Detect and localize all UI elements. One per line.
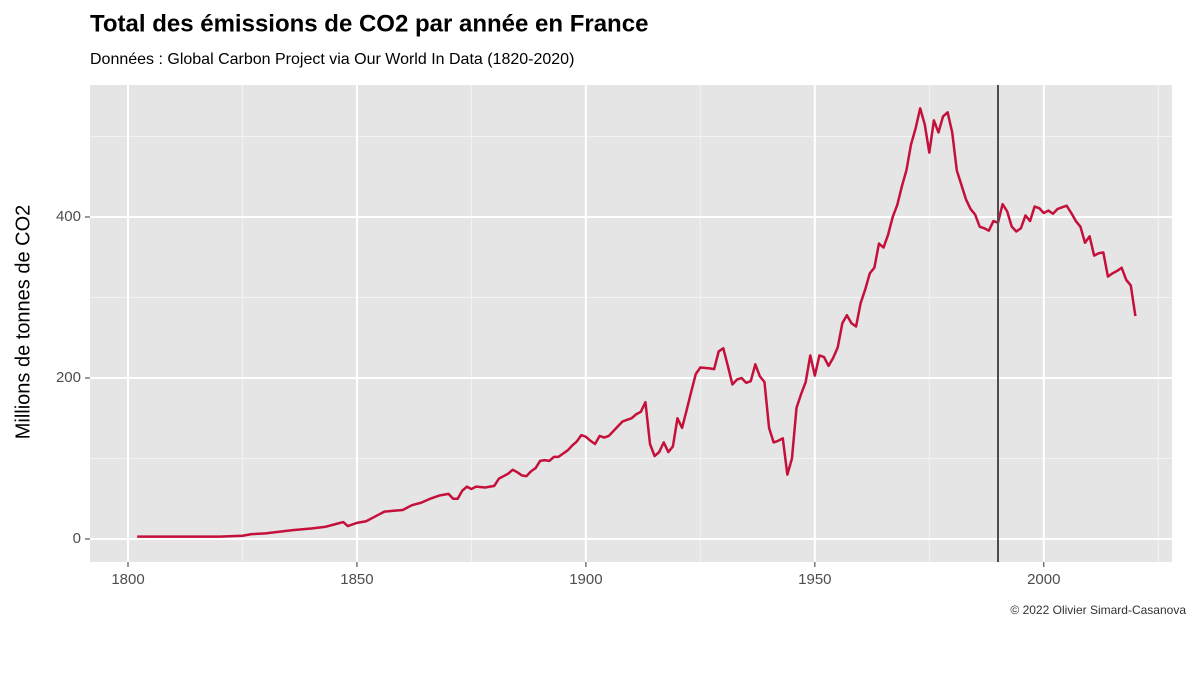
- x-tick-label: 1800: [111, 571, 144, 588]
- x-tick-label: 1900: [569, 571, 602, 588]
- x-tick-label: 2000: [1027, 571, 1060, 588]
- y-tick-label: 0: [73, 530, 81, 547]
- chart-subtitle: Données : Global Carbon Project via Our …: [90, 51, 574, 68]
- x-tick-label: 1850: [340, 571, 373, 588]
- chart-title: Total des émissions de CO2 par année en …: [90, 10, 648, 37]
- y-tick-label: 400: [56, 208, 81, 225]
- y-tick-label: 200: [56, 369, 81, 386]
- y-axis-title: Millions de tonnes de CO2: [12, 205, 34, 440]
- caption: © 2022 Olivier Simard-Casanova: [1010, 603, 1186, 617]
- x-tick-label: 1950: [798, 571, 831, 588]
- data-line: [137, 107, 1137, 538]
- plot-panel: [90, 85, 1172, 562]
